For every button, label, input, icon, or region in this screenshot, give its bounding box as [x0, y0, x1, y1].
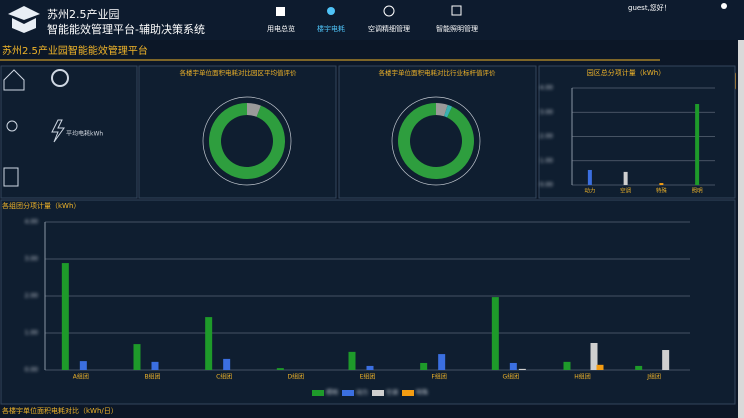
nav-item[interactable]: 楼宇电耗	[317, 24, 345, 33]
donut-segment	[398, 103, 475, 180]
legend-label: 照明	[326, 390, 338, 397]
nav-item[interactable]: 空调精细管理	[368, 24, 410, 33]
greeting: guest,您好！	[628, 3, 671, 12]
bar	[596, 364, 604, 370]
panel	[138, 65, 337, 199]
y-tick-label: 4.00	[25, 219, 39, 226]
gear-icon	[51, 69, 69, 87]
bar	[366, 365, 374, 370]
donut-outline	[202, 96, 292, 186]
person-icon	[6, 120, 18, 132]
x-tick-label: 空调	[620, 187, 632, 195]
chart-title: 各楼宇单位面积电耗对比园区平均值评价	[180, 68, 298, 77]
doc-icon	[3, 167, 19, 187]
bar	[662, 350, 670, 370]
donut-segment	[444, 104, 453, 118]
bar	[623, 171, 628, 185]
header-title: 苏州2.5产业园	[47, 7, 120, 21]
user-icon[interactable]	[721, 3, 727, 9]
power-icon	[51, 119, 65, 143]
x-tick-label: 照明	[692, 188, 704, 195]
bar	[151, 361, 159, 370]
y-tick-label: 3.00	[540, 109, 554, 116]
legend-label: 特殊	[416, 389, 428, 397]
page-title: 苏州2.5产业园智能能效管理平台	[2, 44, 148, 57]
scrollbar[interactable]	[738, 40, 744, 418]
legend-swatch	[402, 390, 414, 396]
header-subtitle: 智能能效管理平台-辅助决策系统	[47, 22, 205, 36]
bar	[61, 263, 69, 370]
bar	[276, 368, 284, 370]
x-tick-label: D组团	[288, 373, 305, 381]
footer-title: 各楼宇单位面积电耗对比（kWh/日）	[2, 406, 118, 415]
nav: 用电总览 楼宇电耗 空调精细管理 智能照明管理	[267, 5, 478, 33]
nav-icon	[327, 7, 335, 15]
bar	[205, 317, 213, 370]
y-tick-label: 1.00	[25, 330, 39, 337]
bar	[133, 344, 141, 370]
bar	[348, 351, 356, 370]
legend-label: 空调	[386, 389, 398, 397]
donut-outline	[391, 96, 481, 186]
bar	[509, 362, 517, 370]
bar	[223, 358, 231, 370]
x-tick-label: H组团	[574, 373, 591, 381]
y-tick-label: 3.00	[25, 256, 39, 263]
nav-icon	[451, 5, 462, 16]
y-tick-label: 0.00	[25, 367, 39, 374]
y-tick-label: 1.00	[540, 157, 554, 164]
bar	[79, 361, 87, 370]
nav-icon	[383, 5, 395, 17]
panel	[538, 65, 736, 199]
x-tick-label: 特殊	[656, 187, 668, 195]
x-tick-label: 动力	[584, 187, 595, 195]
bar	[420, 362, 428, 370]
home-icon	[3, 69, 25, 91]
x-tick-label: B组团	[144, 373, 160, 381]
header-bar	[0, 0, 744, 40]
logo	[8, 6, 40, 33]
bar	[563, 361, 571, 370]
x-tick-label: G组团	[503, 373, 520, 381]
chart-title: 园区总分项计量（kWh）	[587, 68, 665, 77]
y-tick-label: 2.00	[540, 133, 554, 140]
legend-swatch	[312, 390, 324, 396]
bar	[659, 183, 664, 185]
nav-icon	[276, 7, 285, 16]
nav-item[interactable]: 用电总览	[267, 24, 295, 33]
legend-label: 动力	[356, 389, 368, 397]
stat-label: 平均电耗kWh	[66, 130, 103, 138]
legend-swatch	[342, 390, 354, 396]
bar	[518, 368, 526, 370]
y-tick-label: 4.00	[540, 85, 554, 92]
x-tick-label: E组团	[360, 373, 376, 381]
donut-segment	[436, 103, 448, 117]
chart-title: 各组团分项计量（kWh）	[2, 201, 80, 210]
bar	[635, 365, 643, 370]
nav-item[interactable]: 智能照明管理	[436, 24, 478, 33]
x-tick-label: F组团	[431, 373, 446, 381]
panels	[0, 65, 736, 405]
bar	[491, 297, 499, 370]
bar	[587, 169, 592, 185]
bar	[590, 342, 598, 370]
donut-segment	[209, 103, 286, 179]
x-tick-label: C组团	[216, 373, 232, 381]
bar	[438, 354, 446, 370]
bar	[695, 104, 700, 185]
legend-swatch	[372, 390, 384, 396]
x-tick-label: A组团	[73, 373, 89, 381]
chart-title: 各楼宇单位面积电耗对比行业标杆值评价	[379, 68, 497, 77]
x-tick-label: J组团	[646, 373, 661, 381]
donut-segment	[247, 102, 261, 117]
y-tick-label: 2.00	[25, 293, 39, 300]
y-tick-label: 0.00	[540, 182, 554, 189]
